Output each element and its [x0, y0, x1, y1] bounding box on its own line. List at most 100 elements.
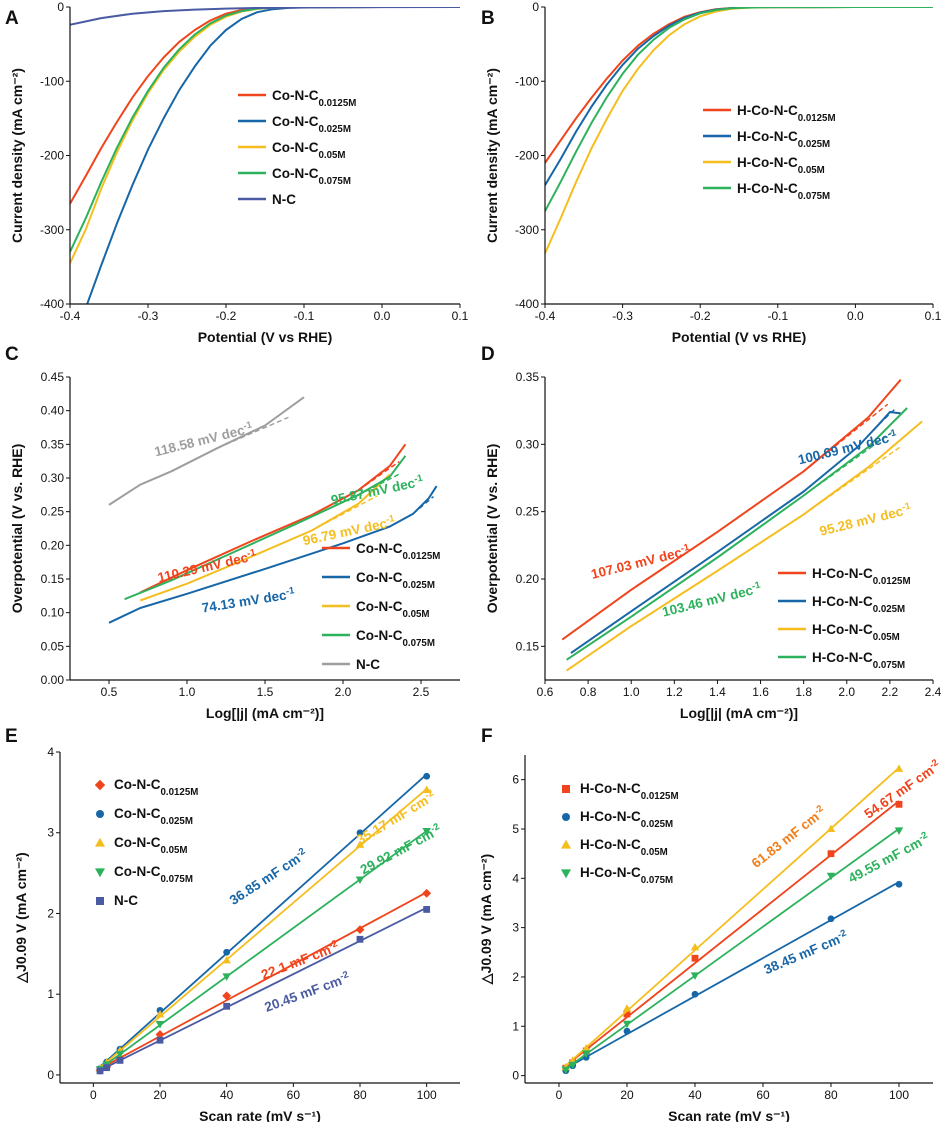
legend-label: H-Co-N-C0.0125M: [812, 566, 911, 587]
fit-dashed-line: [217, 416, 289, 449]
x-tick-label: 1.0: [623, 685, 640, 699]
y-tick-label: 0.15: [516, 639, 540, 653]
data-point: [623, 1010, 631, 1018]
x-tick-label: -0.3: [612, 309, 633, 323]
legend-label: N-C: [356, 657, 380, 672]
panel-label: E: [5, 726, 18, 747]
series-line-1: [570, 411, 901, 654]
x-tick-label: 2.4: [925, 685, 942, 699]
x-tick-label: 1.6: [752, 685, 769, 699]
data-point: [826, 872, 836, 881]
legend: H-Co-N-C0.0125M H-Co-N-C0.025M H-Co-N-C0.0…: [778, 566, 911, 671]
legend-label: Co-N-C0.0125M: [114, 777, 198, 798]
y-axis-title: △J0.09 V (mA cm⁻²): [13, 852, 29, 983]
x-tick-label: 1.4: [709, 685, 726, 699]
data-point: [96, 1067, 104, 1075]
legend-label: Co-N-C0.025M: [356, 570, 435, 591]
series-line-0: [561, 379, 902, 641]
x-tick-label: 20: [153, 1088, 167, 1102]
plot-area: [561, 379, 923, 672]
series-line-0: [139, 443, 407, 594]
fit-line-1: [99, 773, 428, 1068]
x-tick-label: 0: [556, 1088, 563, 1102]
legend-label: Co-N-C0.075M: [114, 864, 193, 885]
x-tick-label: 100: [889, 1088, 909, 1102]
legend-marker: [562, 813, 570, 821]
data-point: [355, 925, 365, 935]
slope-annotation: 110.29 mV dec-1: [156, 546, 259, 585]
x-tick-label: -0.2: [690, 309, 711, 323]
legend-label: Co-N-C0.05M: [114, 835, 188, 856]
fit-dashed-line: [803, 403, 889, 472]
fit-dashed-line: [311, 495, 378, 532]
series-line-2: [139, 473, 391, 602]
fit-line-2: [565, 767, 900, 1067]
plot-area: [95, 772, 432, 1075]
x-tick-label: 0.6: [537, 685, 554, 699]
data-point: [690, 972, 700, 980]
data-point: [894, 764, 904, 772]
y-tick-label: 0.25: [41, 505, 65, 519]
y-axis-title: △J0.09 V (mA cm⁻²): [478, 854, 494, 985]
data-point: [223, 948, 231, 956]
slope-annotation: 54.67 mF cm-2: [861, 757, 944, 822]
plot-area: [545, 7, 933, 254]
panel-B: B -0.4 -0.3 -0.2 -0.1 0.0 0.1 -400 -300 -200 -100 0…: [481, 0, 942, 345]
legend-label: H-Co-N-C0.075M: [737, 181, 830, 202]
series-line-3: [566, 407, 908, 661]
panel-E: E 0 20 40 60 80 100 0 1 2 3 4 Scan rate (mV s⁻¹) △J0.…: [5, 726, 460, 1122]
data-point: [222, 973, 231, 981]
fit-line-4: [99, 906, 428, 1072]
x-axis-title: Potential (V vs RHE): [672, 329, 807, 345]
legend-marker: [562, 785, 570, 793]
data-point: [826, 824, 836, 833]
data-point: [103, 1064, 111, 1072]
fit-line-0: [565, 800, 900, 1067]
x-tick-label: 0.0: [847, 309, 864, 323]
y-tick-label: 1: [47, 987, 54, 1001]
legend-label: H-Co-N-C0.05M: [812, 622, 900, 643]
legend-label: H-Co-N-C0.075M: [580, 865, 673, 886]
legend-label: Co-N-C0.025M: [272, 114, 351, 135]
fit-line-1: [565, 881, 900, 1070]
panel-A: A -0.4 -0.3 -0.2 -0.1 0.0 0.1 -400 -300 -200 -100 0…: [5, 0, 469, 345]
series-line-0: [70, 7, 460, 205]
x-axis-title: Potential (V vs RHE): [198, 329, 333, 345]
data-point: [115, 1050, 125, 1059]
panel-F: F 0 20 40 60 80 100 0 1 2 3 4 5 6 Scan rate (mV s⁻¹) △J…: [478, 726, 944, 1122]
data-point: [422, 828, 431, 836]
data-point: [691, 954, 699, 962]
data-point: [116, 1056, 124, 1064]
legend-label: H-Co-N-C0.025M: [580, 809, 673, 830]
data-point: [623, 1027, 631, 1035]
legend-marker: [561, 839, 571, 849]
fit-dashed-line: [358, 461, 400, 491]
y-tick-label: 1: [512, 1019, 519, 1033]
x-tick-label: 1.0: [179, 685, 196, 699]
y-tick-label: 0: [57, 0, 64, 14]
y-tick-label: -400: [40, 297, 64, 311]
data-point: [691, 990, 699, 998]
x-tick-label: -0.4: [535, 309, 556, 323]
fit-line-2: [99, 788, 428, 1069]
y-tick-label: 0.35: [41, 437, 65, 451]
data-point: [155, 1009, 165, 1018]
x-tick-label: 2.5: [413, 685, 430, 699]
data-point: [223, 1002, 231, 1010]
y-tick-label: 0.30: [516, 437, 540, 451]
legend-marker: [96, 810, 104, 818]
legend-label: H-Co-N-C0.075M: [812, 650, 905, 671]
data-point: [690, 942, 700, 951]
plot-area: [108, 396, 438, 624]
data-point: [622, 1020, 632, 1029]
panel-label: C: [5, 344, 19, 365]
y-tick-label: 0: [512, 1069, 519, 1083]
x-tick-label: 0.1: [452, 309, 469, 323]
data-point: [155, 1021, 165, 1029]
data-point: [355, 840, 365, 848]
x-axis-title: Scan rate (mV s⁻¹): [668, 1108, 790, 1122]
y-axis-title: Overpotential (V vs. RHE): [9, 444, 25, 614]
x-tick-label: -0.2: [216, 309, 237, 323]
legend-label: H-Co-N-C0.05M: [737, 155, 825, 176]
y-tick-label: -200: [515, 149, 539, 163]
